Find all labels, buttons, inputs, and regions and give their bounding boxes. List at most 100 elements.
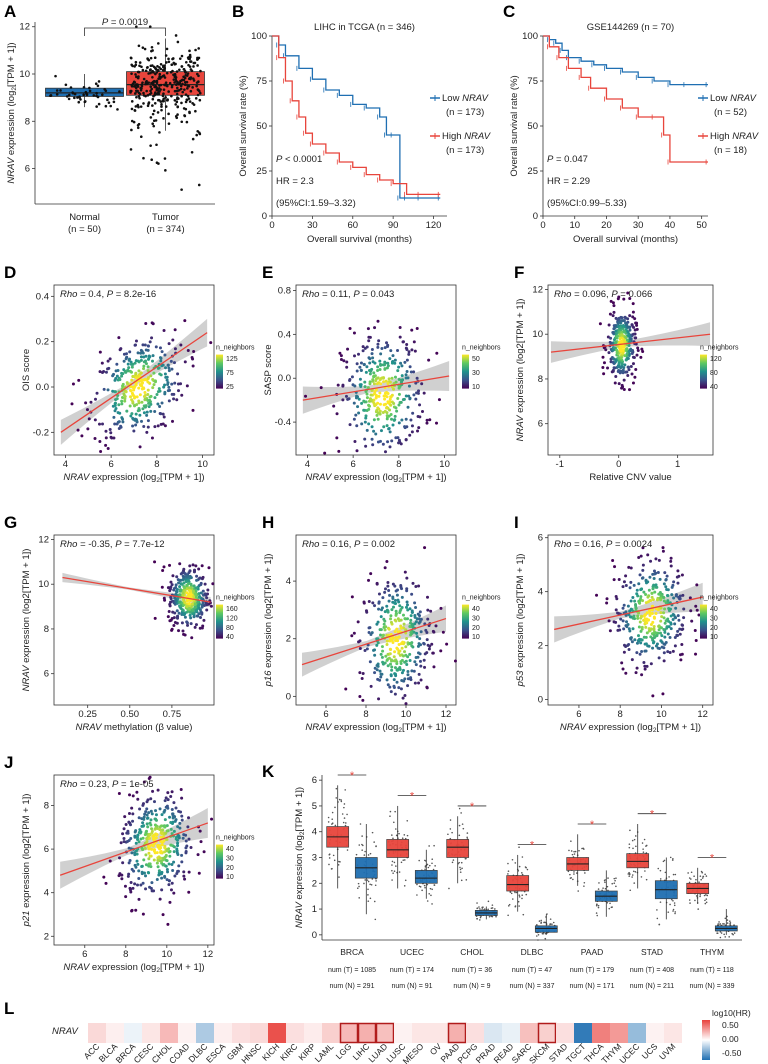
data-point [199, 616, 203, 620]
data-point [703, 894, 706, 897]
data-point [176, 841, 180, 845]
data-point [154, 809, 158, 813]
data-point [172, 891, 176, 895]
data-point [367, 900, 370, 902]
data-point [161, 74, 165, 78]
data-point [141, 836, 145, 840]
data-point [385, 643, 389, 647]
data-point [194, 609, 198, 613]
data-point [182, 874, 186, 878]
data-point [617, 382, 621, 386]
data-point [388, 445, 392, 449]
data-point [144, 829, 148, 833]
correlation-stat: Rho = -0.35, P = 7.7e-12 [60, 539, 165, 550]
data-point [375, 668, 379, 672]
data-point [341, 813, 344, 815]
y-axis-label: Overall survival rate (%) [509, 75, 520, 176]
data-point [155, 161, 159, 165]
y-tick-label: 0.8 [278, 285, 291, 296]
num-normal: num (N) = 91 [391, 983, 432, 990]
data-point [382, 394, 386, 398]
data-point [650, 612, 654, 616]
data-point [633, 638, 637, 642]
y-tick-label: 50 [256, 121, 267, 132]
data-point [386, 683, 390, 687]
data-point [151, 377, 155, 381]
data-point [426, 900, 429, 902]
data-point [415, 327, 419, 331]
data-point [345, 365, 349, 369]
data-point [164, 81, 168, 84]
data-point [581, 847, 583, 850]
data-point [144, 887, 148, 891]
data-point [420, 382, 424, 386]
data-point [396, 396, 400, 400]
data-point [328, 857, 331, 859]
data-point [364, 444, 368, 448]
data-point [137, 75, 140, 78]
data-point [688, 596, 692, 600]
data-point [478, 906, 480, 908]
data-point [343, 803, 346, 805]
data-point [637, 582, 641, 586]
data-point [209, 604, 213, 608]
data-point [180, 814, 184, 818]
data-point [633, 375, 637, 379]
data-point [153, 560, 157, 564]
data-point [163, 850, 167, 854]
data-point [667, 625, 671, 629]
data-point [654, 583, 658, 587]
data-point [645, 664, 649, 668]
data-point [175, 100, 179, 104]
data-point [567, 870, 570, 873]
p-value-annotation: P = 0.0019 [102, 17, 148, 28]
data-point [154, 67, 158, 71]
data-point [726, 922, 729, 924]
data-point [363, 437, 367, 441]
data-point [165, 824, 169, 828]
text-span: NRAV [63, 472, 91, 483]
data-point [162, 92, 165, 96]
legend-tick: 25 [226, 384, 234, 391]
data-point [669, 627, 673, 631]
data-point [170, 863, 174, 867]
data-point [641, 546, 645, 550]
data-point [118, 856, 122, 860]
data-point [391, 636, 395, 640]
data-point [126, 362, 130, 366]
data-point [452, 859, 455, 861]
data-point [188, 610, 192, 614]
data-point [153, 102, 157, 105]
data-point [127, 820, 131, 824]
text-span: expression (log2[TPM + 1]) [21, 549, 32, 666]
data-point [137, 897, 141, 901]
data-point [409, 614, 413, 618]
data-point [394, 380, 398, 384]
data-point [645, 631, 649, 635]
data-point [408, 365, 412, 369]
data-point [405, 358, 409, 362]
data-point [699, 895, 701, 898]
data-point [425, 638, 429, 642]
data-point [411, 411, 415, 415]
data-point [648, 575, 652, 579]
data-point [415, 631, 419, 635]
data-point [163, 424, 167, 428]
data-point [401, 613, 405, 617]
data-point [189, 616, 193, 620]
data-point [169, 888, 173, 892]
data-point [65, 95, 69, 98]
data-point [344, 824, 347, 827]
data-point [664, 578, 668, 582]
data-point [153, 425, 157, 429]
text-span: [TPM + 1]) [294, 787, 305, 832]
data-point [135, 852, 139, 856]
group-label: STAD [641, 947, 663, 957]
data-point [130, 365, 134, 369]
panel-label-h: H [262, 513, 274, 532]
data-point [159, 356, 163, 360]
data-point [181, 609, 185, 613]
data-point [162, 68, 166, 72]
data-point [614, 324, 618, 328]
data-point [150, 847, 154, 851]
